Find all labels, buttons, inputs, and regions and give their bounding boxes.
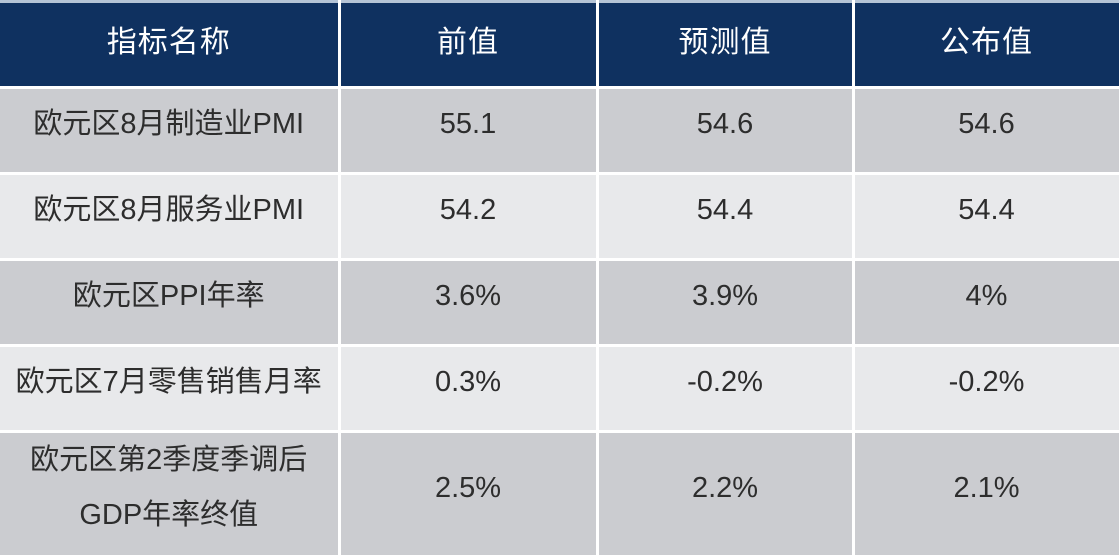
column-header-forecast: 预测值 <box>597 2 853 88</box>
previous-value-cell: 55.1 <box>339 88 597 174</box>
forecast-value-cell: 54.6 <box>597 88 853 174</box>
indicator-name-cell: 欧元区8月服务业PMI <box>0 174 339 260</box>
table-row: 欧元区8月制造业PMI 55.1 54.6 54.6 <box>0 88 1120 174</box>
published-value-cell: 54.6 <box>853 88 1120 174</box>
previous-value-cell: 0.3% <box>339 346 597 432</box>
indicator-name-cell: 欧元区8月制造业PMI <box>0 88 339 174</box>
previous-value-cell: 54.2 <box>339 174 597 260</box>
published-value-cell: -0.2% <box>853 346 1120 432</box>
indicator-name-cell: 欧元区7月零售销售月率 <box>0 346 339 432</box>
published-value-cell: 2.1% <box>853 432 1120 555</box>
previous-value-cell: 2.5% <box>339 432 597 555</box>
table-row: 欧元区7月零售销售月率 0.3% -0.2% -0.2% <box>0 346 1120 432</box>
indicator-name-cell: 欧元区第2季度季调后 GDP年率终值 <box>0 432 339 555</box>
previous-value-cell: 3.6% <box>339 260 597 346</box>
column-header-previous: 前值 <box>339 2 597 88</box>
column-header-published: 公布值 <box>853 2 1120 88</box>
published-value-cell: 4% <box>853 260 1120 346</box>
header-row: 指标名称 前值 预测值 公布值 <box>0 2 1120 88</box>
forecast-value-cell: 2.2% <box>597 432 853 555</box>
table-row: 欧元区第2季度季调后 GDP年率终值 2.5% 2.2% 2.1% <box>0 432 1120 555</box>
table-row: 欧元区8月服务业PMI 54.2 54.4 54.4 <box>0 174 1120 260</box>
forecast-value-cell: 54.4 <box>597 174 853 260</box>
published-value-cell: 54.4 <box>853 174 1120 260</box>
forecast-value-cell: -0.2% <box>597 346 853 432</box>
forecast-value-cell: 3.9% <box>597 260 853 346</box>
column-header-indicator: 指标名称 <box>0 2 339 88</box>
indicator-name-cell: 欧元区PPI年率 <box>0 260 339 346</box>
table-row: 欧元区PPI年率 3.6% 3.9% 4% <box>0 260 1120 346</box>
